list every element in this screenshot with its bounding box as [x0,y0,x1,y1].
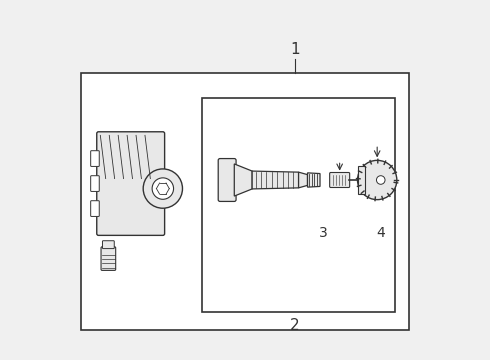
FancyBboxPatch shape [81,73,409,330]
FancyBboxPatch shape [91,151,99,166]
FancyBboxPatch shape [330,172,350,188]
Text: 2: 2 [290,318,300,333]
FancyBboxPatch shape [91,201,99,216]
FancyBboxPatch shape [102,241,114,249]
Polygon shape [298,172,308,188]
Polygon shape [308,173,320,187]
Circle shape [143,169,182,208]
Polygon shape [252,171,298,189]
Polygon shape [234,164,252,196]
FancyBboxPatch shape [101,247,116,270]
Text: 4: 4 [376,226,385,240]
FancyBboxPatch shape [202,98,395,312]
FancyBboxPatch shape [91,176,99,192]
Circle shape [376,176,385,184]
Text: 1: 1 [290,42,300,57]
Text: 3: 3 [319,226,328,240]
FancyBboxPatch shape [218,158,236,202]
Circle shape [152,178,173,199]
FancyBboxPatch shape [358,166,365,194]
Circle shape [358,160,397,200]
FancyBboxPatch shape [97,132,165,235]
